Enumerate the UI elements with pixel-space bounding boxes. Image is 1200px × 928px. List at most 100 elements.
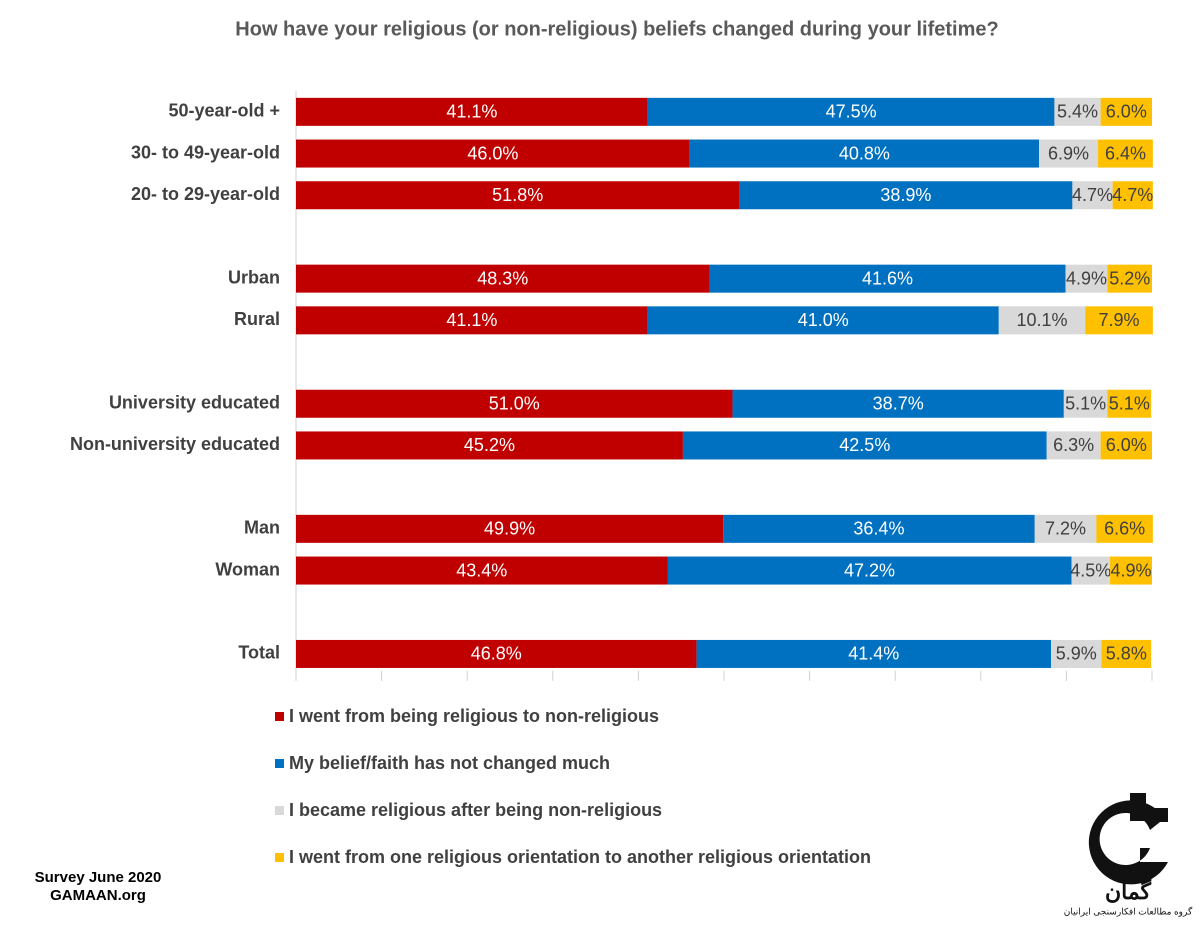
value-label: 6.0%	[1106, 102, 1147, 122]
bar-segment	[1112, 181, 1153, 210]
source-note: Survey June 2020	[35, 869, 162, 886]
bar-segment	[682, 431, 1047, 460]
value-label: 43.4%	[456, 560, 507, 580]
value-label: 51.8%	[492, 185, 543, 205]
value-label: 10.1%	[1016, 310, 1067, 330]
value-label: 4.7%	[1072, 185, 1113, 205]
value-label: 45.2%	[464, 435, 515, 455]
bar-segment	[1063, 389, 1108, 418]
value-label: 6.4%	[1105, 143, 1146, 163]
bar-segment	[1065, 264, 1108, 293]
bar-segment	[296, 306, 648, 335]
value-label: 5.4%	[1057, 102, 1098, 122]
value-label: 6.9%	[1048, 143, 1089, 163]
bar-segment	[1110, 556, 1152, 585]
value-label: 7.2%	[1045, 519, 1086, 539]
legend-label: I became religious after being non-relig…	[289, 800, 662, 820]
value-label: 5.1%	[1065, 394, 1106, 414]
bar-segment	[647, 97, 1055, 126]
bar-segment	[689, 139, 1040, 168]
value-label: 41.4%	[848, 644, 899, 664]
bar-segment	[296, 97, 648, 126]
bar-segment	[723, 514, 1035, 543]
category-label: 50-year-old +	[168, 101, 280, 121]
bar-segment	[1096, 514, 1153, 543]
legend-swatch	[275, 759, 284, 768]
value-label: 42.5%	[839, 435, 890, 455]
value-label: 48.3%	[477, 268, 528, 288]
bar-segment	[1107, 389, 1152, 418]
category-label: Non-university educated	[70, 434, 280, 454]
logo-tagline: گروه مطالعات افکارسنجی ایرانیان	[1064, 905, 1193, 917]
bar-segment	[1098, 139, 1153, 168]
value-label: 7.9%	[1099, 310, 1140, 330]
value-label: 38.9%	[880, 185, 931, 205]
bar-segment	[647, 306, 999, 335]
value-label: 51.0%	[489, 394, 540, 414]
bar-segment	[1085, 306, 1153, 335]
legend-label: I went from one religious orientation to…	[289, 847, 871, 867]
value-label: 4.9%	[1111, 560, 1152, 580]
category-label: Urban	[228, 267, 280, 287]
bar-segment	[696, 639, 1051, 668]
value-label: 46.0%	[467, 143, 518, 163]
logo-name: گمان	[1105, 878, 1152, 904]
value-label: 41.1%	[446, 310, 497, 330]
value-label: 49.9%	[484, 519, 535, 539]
legend-swatch	[275, 712, 284, 721]
bar-segment	[296, 431, 683, 460]
bar-segment	[709, 264, 1066, 293]
category-label: 30- to 49-year-old	[131, 142, 280, 162]
category-label: Woman	[215, 559, 280, 579]
category-label: University educated	[109, 393, 280, 413]
bar-segment	[1100, 431, 1152, 460]
value-label: 47.5%	[826, 102, 877, 122]
category-label: Total	[238, 643, 280, 663]
chart-title: How have your religious (or non-religiou…	[235, 18, 998, 40]
value-label: 47.2%	[844, 560, 895, 580]
bar-segment	[296, 514, 724, 543]
value-label: 6.0%	[1106, 435, 1147, 455]
value-label: 38.7%	[873, 394, 924, 414]
legend-label: I went from being religious to non-relig…	[289, 706, 659, 726]
bar-segment	[1034, 514, 1097, 543]
bar-segment	[998, 306, 1086, 335]
bar-segment	[296, 264, 710, 293]
bar-segment	[1046, 431, 1101, 460]
value-label: 41.1%	[446, 102, 497, 122]
source-note: GAMAAN.org	[50, 887, 146, 904]
bar-segment	[732, 389, 1064, 418]
category-label: Rural	[234, 309, 280, 329]
legend-swatch	[275, 853, 284, 862]
logo-mark	[1130, 793, 1146, 821]
value-label: 4.9%	[1066, 268, 1107, 288]
value-label: 5.8%	[1106, 644, 1147, 664]
bar-segment	[296, 139, 690, 168]
value-label: 6.3%	[1053, 435, 1094, 455]
bar-segment	[1101, 639, 1152, 668]
bar-segment	[296, 639, 697, 668]
value-label: 4.5%	[1070, 560, 1111, 580]
value-label: 6.6%	[1104, 519, 1145, 539]
logo-mark	[1146, 808, 1168, 822]
bar-segment	[1071, 556, 1111, 585]
bar-segment	[1039, 139, 1099, 168]
bar-segment	[296, 389, 733, 418]
value-label: 46.8%	[471, 644, 522, 664]
category-label: Man	[244, 518, 280, 538]
value-label: 41.6%	[862, 268, 913, 288]
bar-segment	[739, 181, 1073, 210]
bar-segment	[296, 181, 740, 210]
bar-segment	[1054, 97, 1101, 126]
bar-segment	[1107, 264, 1152, 293]
value-label: 4.7%	[1112, 185, 1153, 205]
value-label: 41.0%	[798, 310, 849, 330]
bar-segment	[296, 556, 668, 585]
bar-segment	[1072, 181, 1113, 210]
bar-segment	[667, 556, 1072, 585]
value-label: 36.4%	[853, 519, 904, 539]
logo: گمان گروه مطالعات افکارسنجی ایرانیان	[1064, 793, 1193, 917]
value-label: 5.9%	[1056, 644, 1097, 664]
legend-label: My belief/faith has not changed much	[289, 753, 610, 773]
